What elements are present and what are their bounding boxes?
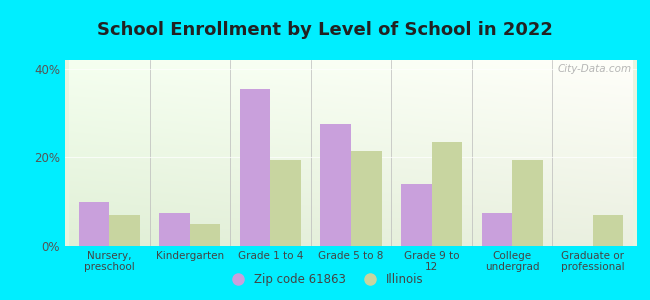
Bar <box>270 160 301 246</box>
Bar <box>320 124 351 246</box>
Bar <box>593 215 623 246</box>
Bar <box>401 184 432 246</box>
Text: School Enrollment by Level of School in 2022: School Enrollment by Level of School in … <box>97 21 553 39</box>
Bar <box>351 151 382 246</box>
Text: City-Data.com: City-Data.com <box>557 64 631 74</box>
Bar <box>79 202 109 246</box>
Bar <box>190 224 220 246</box>
Bar <box>240 89 270 246</box>
Bar <box>432 142 462 246</box>
Bar <box>512 160 543 246</box>
Bar <box>109 215 140 246</box>
Legend: Zip code 61863, Illinois: Zip code 61863, Illinois <box>221 269 429 291</box>
Bar <box>482 213 512 246</box>
Bar <box>159 213 190 246</box>
